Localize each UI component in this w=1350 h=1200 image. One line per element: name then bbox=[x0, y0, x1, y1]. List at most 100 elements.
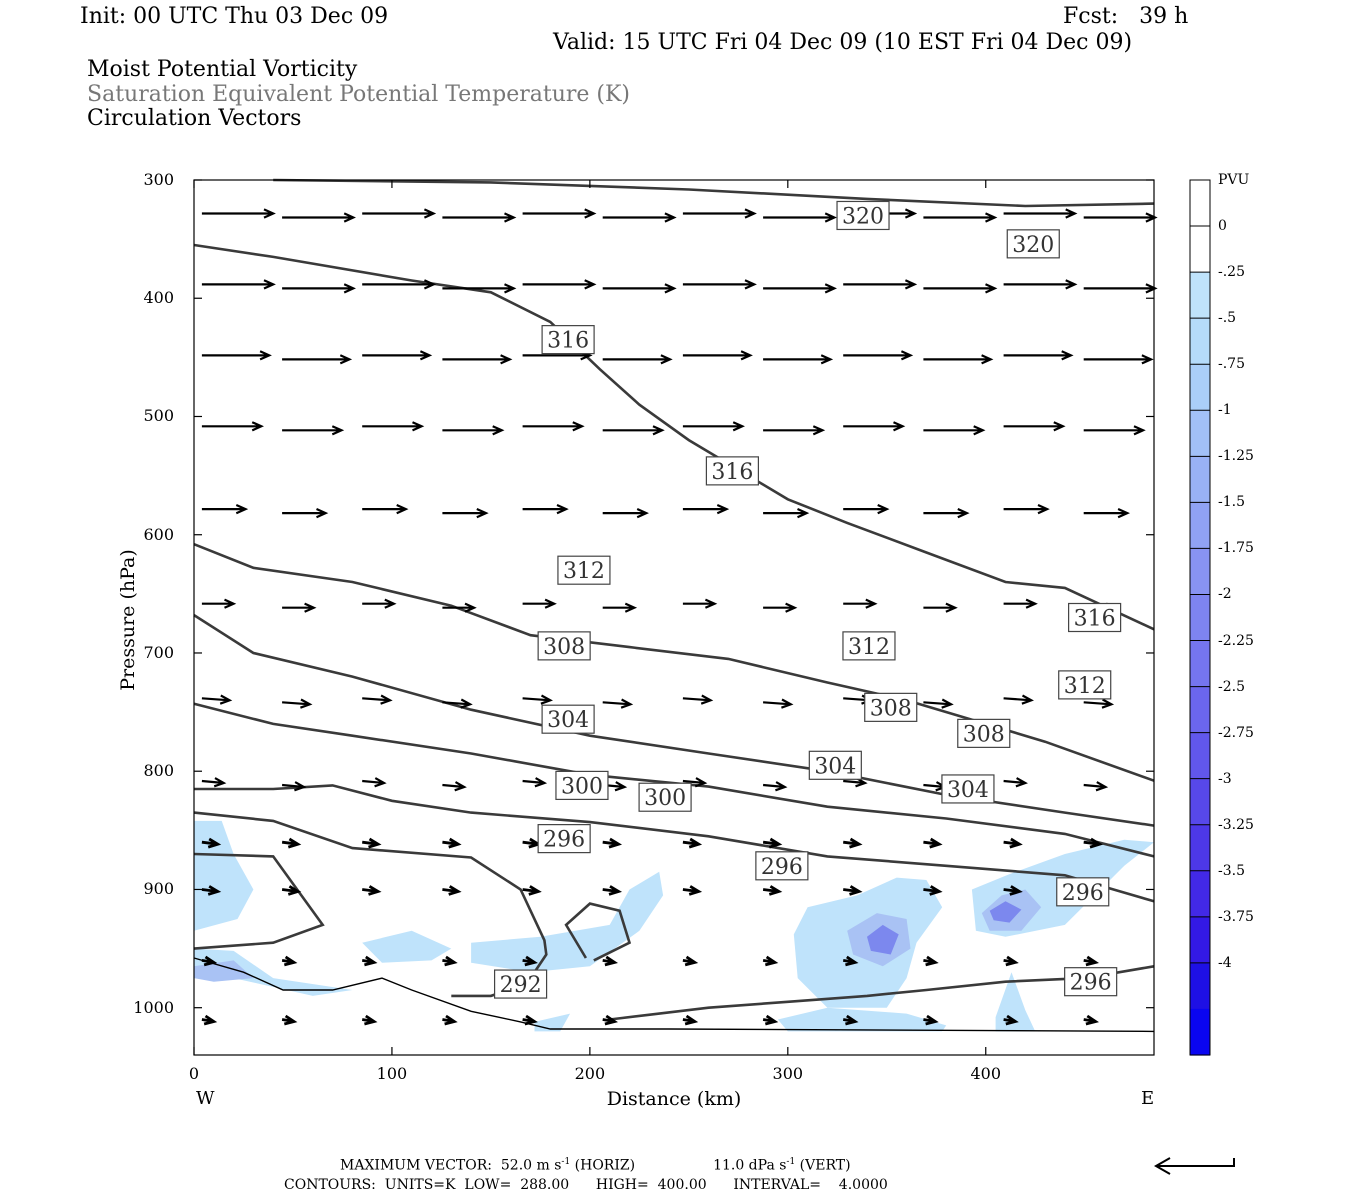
colorbar-swatch bbox=[1190, 502, 1210, 550]
svg-text:304: 304 bbox=[547, 708, 589, 733]
circulation-vector bbox=[522, 1014, 538, 1026]
valid-time: Valid: 15 UTC Fri 04 Dec 09 (10 EST Fri … bbox=[553, 30, 1133, 55]
circulation-vector bbox=[923, 698, 954, 709]
circulation-vector bbox=[602, 885, 623, 896]
circulation-vector bbox=[282, 507, 329, 519]
circulation-vector bbox=[1083, 698, 1115, 709]
circulation-vector bbox=[522, 837, 542, 849]
circulation-vector bbox=[763, 698, 794, 709]
x-tick-label: 300 bbox=[772, 1064, 804, 1083]
y-tick-label: 600 bbox=[143, 524, 174, 544]
terrain-profile bbox=[193, 957, 1155, 1033]
contour-label-308: 308 bbox=[957, 718, 1011, 748]
circulation-vector bbox=[1083, 507, 1131, 519]
circulation-vector bbox=[682, 421, 745, 432]
colorbar-tick-label: -1.5 bbox=[1218, 494, 1245, 511]
circulation-vector bbox=[602, 955, 618, 967]
colorbar-tick-label: -2.25 bbox=[1218, 632, 1254, 649]
svg-text:300: 300 bbox=[561, 774, 603, 799]
svg-text:296: 296 bbox=[543, 828, 585, 853]
colorbar-tick-label: -.25 bbox=[1218, 264, 1245, 281]
mpv-region bbox=[194, 820, 254, 931]
circulation-vector bbox=[763, 507, 810, 519]
svg-text:316: 316 bbox=[1074, 607, 1116, 632]
svg-text:304: 304 bbox=[947, 778, 989, 803]
colorbar-tick-label: -3.25 bbox=[1218, 816, 1254, 833]
circulation-vector bbox=[522, 885, 542, 896]
circulation-vector bbox=[281, 781, 307, 792]
circulation-vector bbox=[282, 698, 313, 709]
circulation-vector bbox=[201, 694, 233, 705]
circulation-vector bbox=[442, 602, 477, 613]
circulation-vectors bbox=[201, 208, 1158, 1026]
colorbar-swatch bbox=[1190, 456, 1210, 503]
circulation-vector bbox=[442, 781, 467, 792]
colorbar-tick-label: -3 bbox=[1218, 770, 1232, 787]
colorbar-swatch bbox=[1190, 1008, 1210, 1056]
y-tick-label: 400 bbox=[143, 288, 174, 308]
contour-label-304: 304 bbox=[941, 774, 995, 804]
mpv-region bbox=[995, 972, 1036, 1032]
circulation-vector bbox=[842, 1014, 859, 1026]
circulation-vector bbox=[602, 283, 677, 294]
circulation-vector bbox=[843, 350, 914, 361]
svg-text:296: 296 bbox=[1062, 881, 1104, 906]
circulation-vector bbox=[602, 425, 665, 436]
contour-label-308: 308 bbox=[537, 631, 591, 661]
circulation-vector bbox=[1003, 694, 1034, 705]
contour-label-312: 312 bbox=[1058, 670, 1112, 700]
circulation-vector bbox=[442, 885, 462, 896]
circulation-vector bbox=[923, 885, 943, 896]
circulation-vector bbox=[1003, 208, 1078, 219]
circulation-vector bbox=[522, 503, 569, 515]
circulation-vector bbox=[522, 777, 548, 788]
svg-text:292: 292 bbox=[500, 973, 542, 998]
circulation-vector bbox=[442, 212, 517, 223]
forecast-hour: Fcst: 39 h bbox=[1063, 4, 1189, 29]
y-tick-label: 1000 bbox=[133, 997, 174, 1017]
circulation-vector bbox=[762, 837, 783, 849]
theta-es-contour bbox=[193, 852, 325, 950]
colorbar-swatch bbox=[1190, 548, 1210, 596]
x-tick-label: 0 bbox=[188, 1064, 200, 1083]
circulation-vector bbox=[362, 208, 437, 219]
mpv-shading bbox=[194, 820, 1154, 1032]
circulation-vector bbox=[442, 507, 489, 519]
circulation-vector bbox=[843, 837, 863, 849]
colorbar-swatch bbox=[1190, 916, 1210, 964]
theta-es-contour bbox=[273, 178, 1155, 208]
colorbar-swatch bbox=[1190, 272, 1210, 319]
field-title-theta-es: Saturation Equivalent Potential Temperat… bbox=[87, 82, 630, 107]
circulation-vector bbox=[923, 507, 970, 519]
circulation-vector bbox=[442, 354, 513, 365]
circulation-vector bbox=[201, 350, 272, 361]
colorbar-swatch bbox=[1190, 226, 1210, 273]
circulation-vector bbox=[923, 955, 939, 967]
x-axis-label: Distance (km) bbox=[606, 1088, 742, 1110]
circulation-vector bbox=[522, 955, 538, 967]
circulation-vector bbox=[201, 279, 276, 290]
circulation-vector bbox=[602, 507, 649, 519]
circulation-vector bbox=[362, 421, 425, 432]
contour-label-296: 296 bbox=[537, 824, 591, 854]
colorbar-tick-label: -1 bbox=[1218, 402, 1232, 419]
circulation-vector bbox=[762, 885, 783, 896]
circulation-vector bbox=[602, 1014, 618, 1026]
circulation-vector bbox=[763, 354, 834, 365]
circulation-vector bbox=[522, 279, 597, 290]
colorbar-swatch bbox=[1190, 640, 1210, 688]
circulation-vector bbox=[843, 598, 878, 609]
circulation-vector bbox=[843, 421, 906, 432]
contour-label-312: 312 bbox=[557, 555, 611, 585]
circulation-vector bbox=[1003, 598, 1038, 609]
colorbar-tick-label: -2.75 bbox=[1218, 724, 1254, 741]
circulation-vector bbox=[923, 354, 994, 365]
circulation-vector bbox=[1083, 425, 1146, 436]
colorbar-tick-label: -.5 bbox=[1218, 310, 1237, 327]
colorbar-swatch bbox=[1190, 410, 1210, 457]
circulation-vector bbox=[361, 1014, 378, 1026]
theta-es-contours bbox=[193, 178, 1155, 1021]
circulation-vector bbox=[1003, 885, 1023, 896]
y-axis-label: Pressure (hPa) bbox=[117, 549, 139, 691]
circulation-vector bbox=[1003, 777, 1028, 788]
